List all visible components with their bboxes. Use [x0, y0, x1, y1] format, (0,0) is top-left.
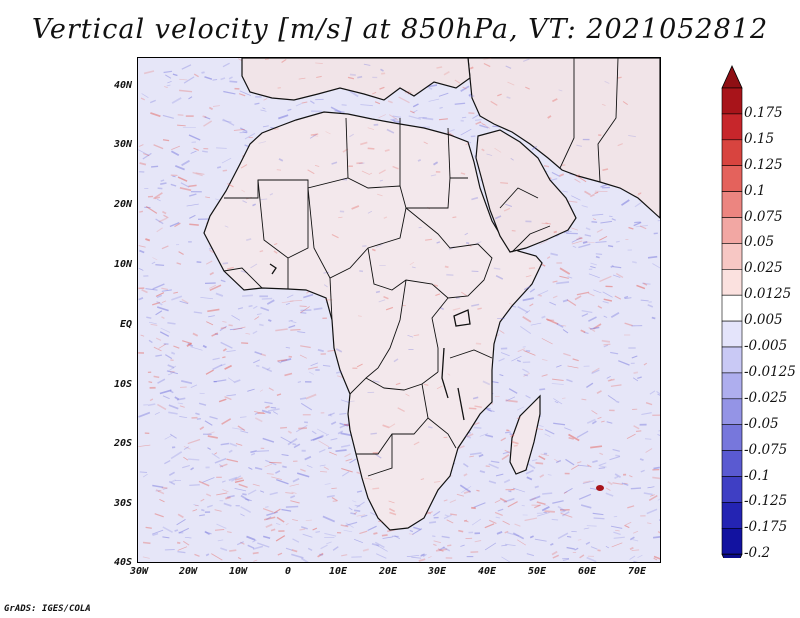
colorbar-tick-label: -0.025 [744, 389, 788, 406]
colorbar-tick-label: 0.175 [744, 104, 783, 121]
colorbar-swatch [721, 502, 743, 529]
colorbar-tick-label: 0.005 [744, 312, 783, 329]
credit-text: GrADS: IGES/COLA [4, 604, 91, 614]
colorbar-tick-label: 0.15 [744, 130, 775, 147]
colorbar-swatch [721, 113, 743, 141]
colorbar-tick-label: -0.075 [744, 441, 788, 458]
ascent-hotspot [596, 485, 604, 491]
colorbar-top-arrow [721, 65, 743, 89]
colorbar-swatch [721, 87, 743, 115]
arabian-peninsula [475, 129, 577, 253]
colorbar-swatch [721, 165, 743, 192]
lon-label-0: 0 [284, 566, 292, 577]
lon-label-50e: 50E [527, 566, 547, 577]
colorbar-tick-label: -0.0125 [744, 363, 796, 380]
colorbar-swatch [721, 139, 743, 167]
colorbar-tick-label: -0.005 [744, 338, 788, 354]
colorbar-swatch [721, 320, 743, 348]
lon-label-10w: 10W [228, 566, 248, 577]
lon-label-20e: 20E [378, 566, 398, 577]
colorbar-tick-label: -0.1 [744, 467, 771, 484]
colorbar-bottom-arrow [721, 553, 743, 558]
lat-label-eq: EQ [119, 319, 132, 330]
lon-label-40e: 40E [477, 566, 497, 577]
colorbar-swatch [721, 269, 743, 296]
lon-label-20w: 20W [178, 566, 198, 577]
colorbar-tick-label: 0.125 [744, 156, 783, 173]
land-velocity-field [138, 58, 660, 562]
colorbar-tick-label: 0.05 [744, 234, 775, 251]
lon-label-30e: 30E [427, 566, 447, 577]
africa-landmass [203, 111, 543, 531]
asia-landmass [467, 58, 660, 219]
lon-label-70e: 70E [627, 566, 647, 577]
colorbar-swatch [721, 398, 743, 425]
lon-label-60e: 60E [577, 566, 597, 577]
lat-label-10n: 10N [113, 259, 132, 270]
colorbar-swatch [721, 527, 743, 555]
colorbar-tick-label: -0.05 [744, 415, 779, 432]
lon-label-10e: 10E [328, 566, 348, 577]
colorbar-swatch [721, 191, 743, 218]
lat-label-30n: 30N [113, 139, 132, 150]
colorbar-swatch [721, 346, 743, 374]
colorbar-tick-label: 0.075 [744, 208, 783, 225]
colorbar-swatch [721, 450, 743, 477]
lat-label-20s: 20S [113, 438, 132, 449]
lat-label-10s: 10S [113, 379, 132, 390]
lat-label-40s: 40S [113, 557, 132, 568]
colorbar-swatch [721, 217, 743, 244]
colorbar-tick-label: 0.0125 [744, 286, 792, 303]
lat-label-30s: 30S [113, 498, 132, 509]
colorbar-swatch [721, 372, 743, 400]
colorbar-swatch [721, 243, 743, 270]
colorbar-tick-label: 0.1 [744, 182, 766, 199]
map-plot-area[interactable] [137, 57, 661, 563]
colorbar-swatch [721, 294, 743, 322]
map-canvas [138, 58, 660, 562]
madagascar [509, 394, 541, 475]
country-borders [223, 58, 619, 477]
colorbar [721, 65, 743, 558]
lat-label-40n: 40N [113, 80, 132, 91]
lakes [269, 263, 471, 421]
lon-label-30w: 30W [129, 566, 149, 577]
colorbar-tick-label: 0.025 [744, 260, 783, 277]
colorbar-swatch [721, 476, 743, 503]
chart-title: Vertical velocity [m/s] at 850hPa, VT: 2… [31, 14, 769, 45]
colorbar-swatch [721, 424, 743, 451]
lat-label-20n: 20N [113, 199, 132, 210]
colorbar-tick-label: -0.125 [744, 493, 788, 510]
europe-landmass [241, 58, 471, 101]
colorbar-tick-label: -0.2 [744, 545, 771, 562]
colorbar-tick-label: -0.175 [744, 519, 788, 536]
